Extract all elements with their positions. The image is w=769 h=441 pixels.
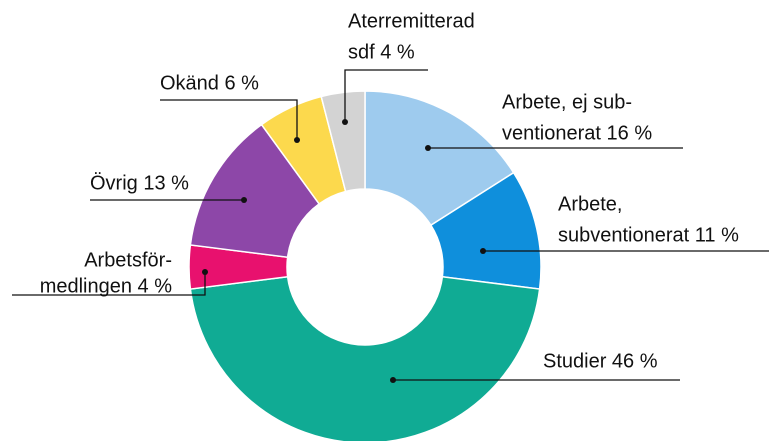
donut-segment: [189, 123, 321, 259]
leader-line: [12, 272, 206, 296]
leader-dot: [390, 377, 396, 383]
leader-dot: [342, 119, 348, 125]
data-label: Okänd 6 %: [160, 72, 259, 94]
leader-dot: [294, 137, 300, 143]
donut-segment: [320, 90, 366, 193]
leader-dot: [202, 269, 208, 275]
donut-segment: [364, 90, 515, 227]
data-label: Arbetsför-: [84, 249, 172, 271]
data-label: Studier 46 %: [543, 350, 658, 372]
data-label: Arbete, ej sub-: [502, 91, 632, 113]
data-label: Arbete,: [558, 193, 622, 215]
data-label: ventionerat 16 %: [502, 122, 652, 144]
data-label: Aterremitterad: [348, 10, 475, 32]
data-label: medlingen 4 %: [40, 275, 173, 297]
leader-line: [344, 69, 428, 122]
data-label: subventionerat 11 %: [558, 224, 739, 246]
leader-dot: [480, 248, 486, 254]
data-label: Övrig 13 %: [90, 172, 189, 194]
data-label: sdf 4 %: [348, 41, 415, 63]
leader-dot: [425, 145, 431, 151]
donut-segment: [189, 275, 541, 441]
leader-dot: [241, 197, 247, 203]
leader-line: [160, 99, 298, 140]
